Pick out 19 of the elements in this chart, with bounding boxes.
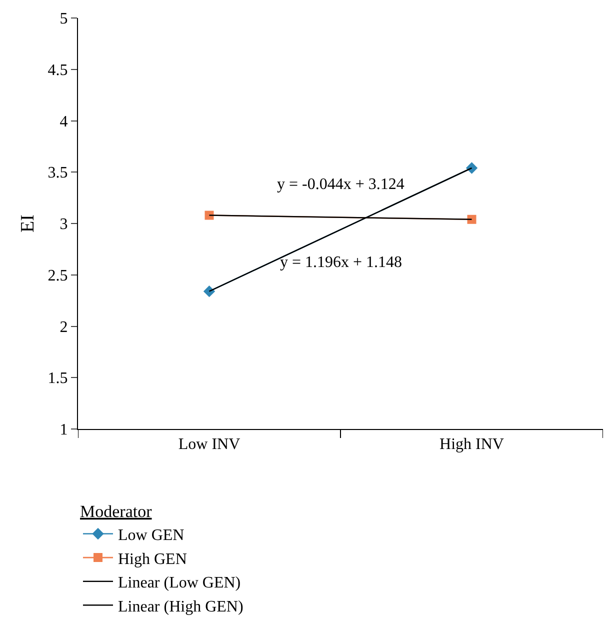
x-tick-label: High INV: [440, 436, 504, 454]
legend-label: Low GEN: [118, 527, 185, 544]
legend-title: Moderator: [80, 502, 152, 521]
y-tick-label: 5: [60, 10, 68, 28]
y-tick-label: 3: [60, 216, 68, 234]
y-tick-label: 4.5: [48, 62, 68, 79]
y-tick-label: 1: [60, 422, 68, 439]
legend-label: High GEN: [118, 550, 188, 568]
annotation: y = 1.196x + 1.148: [280, 254, 402, 271]
y-tick-label: 1.5: [48, 370, 68, 388]
y-tick-label: 2.5: [48, 267, 68, 284]
x-tick-label: Low INV: [178, 436, 241, 454]
y-axis-title: EI: [18, 214, 39, 232]
y-tick-label: 2: [60, 318, 68, 336]
legend-label: Linear (Low GEN): [118, 574, 241, 592]
annotation: y = -0.044x + 3.124: [277, 176, 404, 193]
y-tick-label: 4: [60, 113, 68, 130]
legend-label: Linear (High GEN): [118, 598, 244, 616]
y-tick-label: 3.5: [48, 164, 68, 182]
